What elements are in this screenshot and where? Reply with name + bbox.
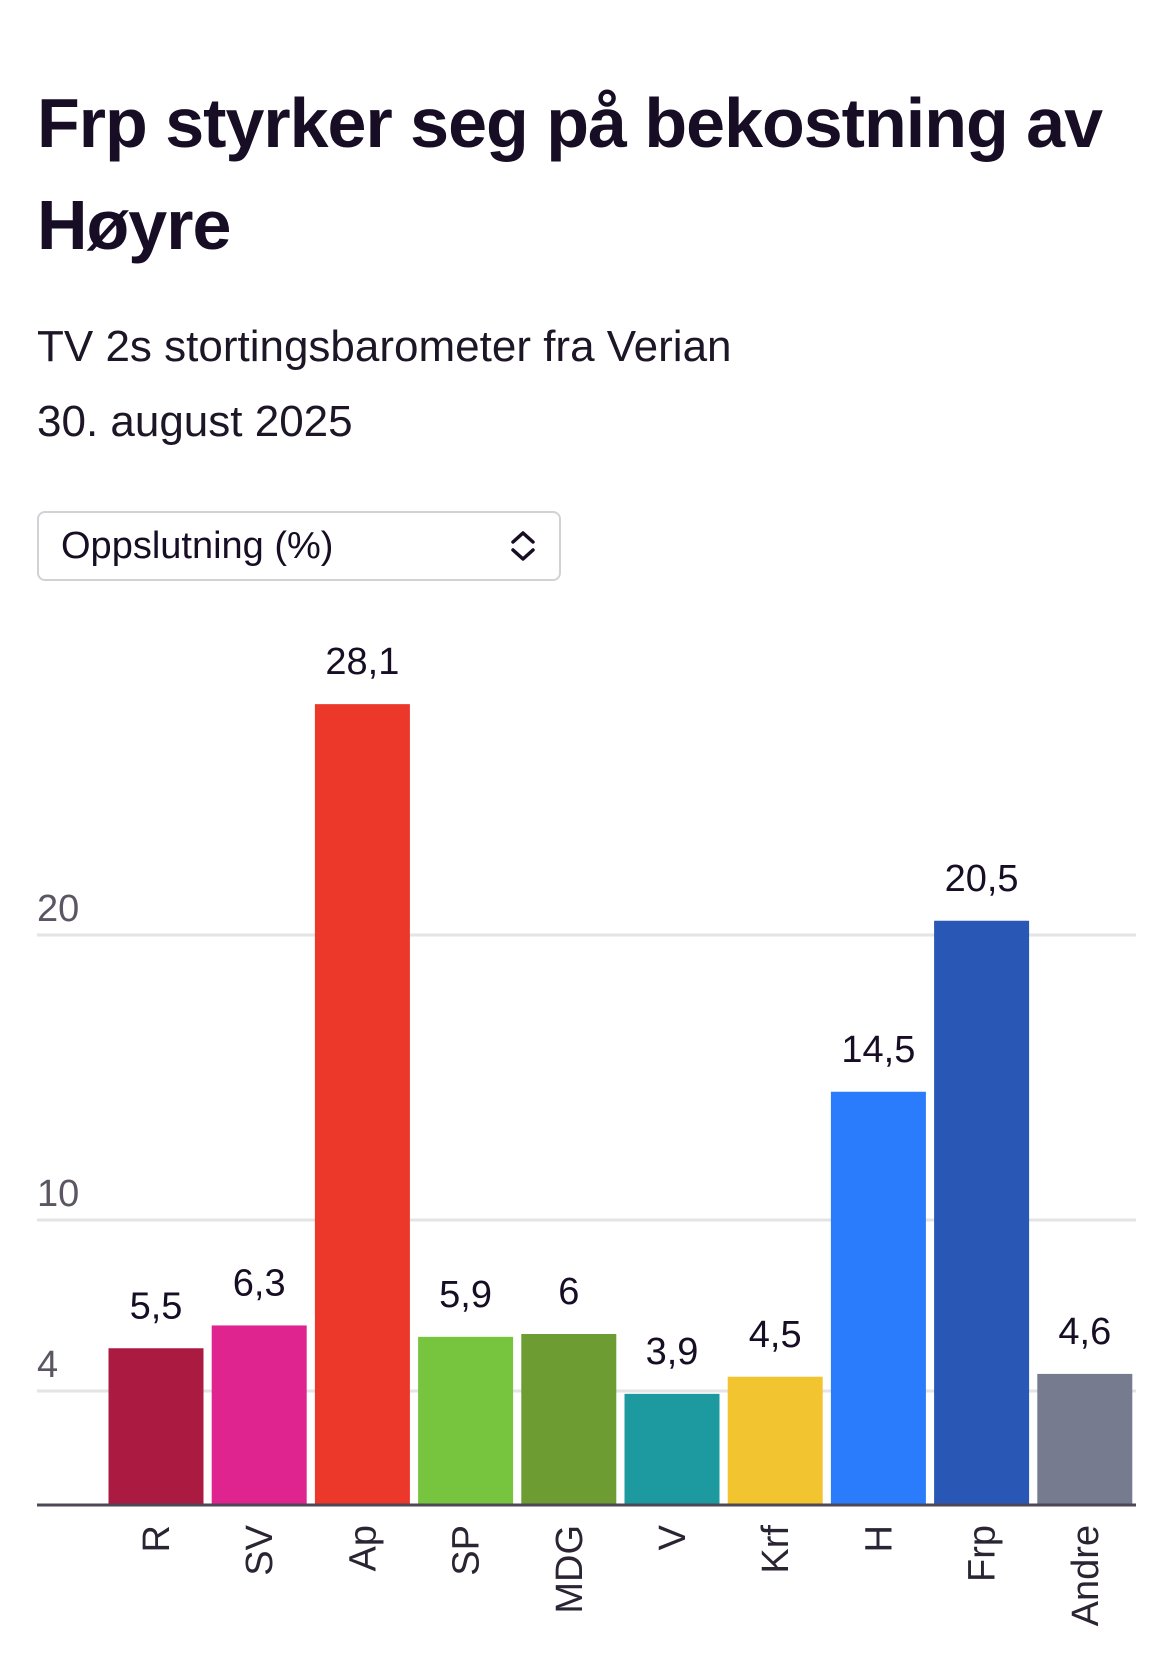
bar-sp (418, 1336, 514, 1505)
metric-select-value: Oppslutning (%) (61, 524, 334, 567)
value-label: 5,9 (439, 1274, 492, 1316)
chart-date: 30. august 2025 (37, 397, 353, 446)
value-label: 20,5 (945, 858, 1019, 900)
value-label: 5,5 (130, 1285, 183, 1327)
value-label: 4,6 (1058, 1311, 1111, 1353)
bar-mdg (521, 1334, 617, 1505)
bar-h (830, 1091, 926, 1505)
x-tick-label: SV (239, 1524, 281, 1575)
bar-krf (727, 1376, 823, 1505)
value-label: 4,5 (749, 1314, 802, 1356)
bar-ap (314, 704, 410, 1505)
bar-chart: 4 10 20 5,5 R 6,3 SV 28,1 Ap 5,9 SP 6 MDG 3,9 V 4,5 Krf 1… (37, 641, 1136, 1626)
bar-r (108, 1348, 204, 1505)
metric-select[interactable]: Oppslutning (%) (37, 511, 561, 581)
x-tick-label: SP (446, 1525, 488, 1576)
x-tick-label: R (136, 1525, 178, 1552)
y-tick-label: 4 (37, 1344, 58, 1386)
chart-subtitle: TV 2s stortingsbarometer fra Verian (37, 322, 732, 371)
y-tick-label: 20 (37, 888, 79, 930)
value-label: 6 (558, 1271, 579, 1313)
x-tick-label: Krf (755, 1525, 797, 1574)
bar-frp (934, 920, 1030, 1505)
bar-v (624, 1393, 720, 1505)
y-tick-label: 10 (37, 1173, 79, 1215)
value-label: 6,3 (233, 1262, 286, 1304)
chart-title: Frp styrker seg på bekostning av Høyre (37, 84, 1103, 264)
x-tick-label: Ap (342, 1525, 384, 1571)
value-label: 28,1 (325, 641, 399, 683)
x-tick-label: H (858, 1525, 900, 1552)
x-tick-label: MDG (549, 1525, 591, 1614)
x-tick-label: V (652, 1524, 694, 1550)
value-label: 14,5 (841, 1029, 915, 1071)
value-label: 3,9 (646, 1331, 699, 1373)
bar-sv (211, 1325, 307, 1505)
up-down-chevron-icon (511, 531, 535, 561)
x-tick-label: Frp (962, 1525, 1004, 1582)
bar-andre (1037, 1373, 1133, 1505)
x-tick-label: Andre (1065, 1525, 1107, 1626)
